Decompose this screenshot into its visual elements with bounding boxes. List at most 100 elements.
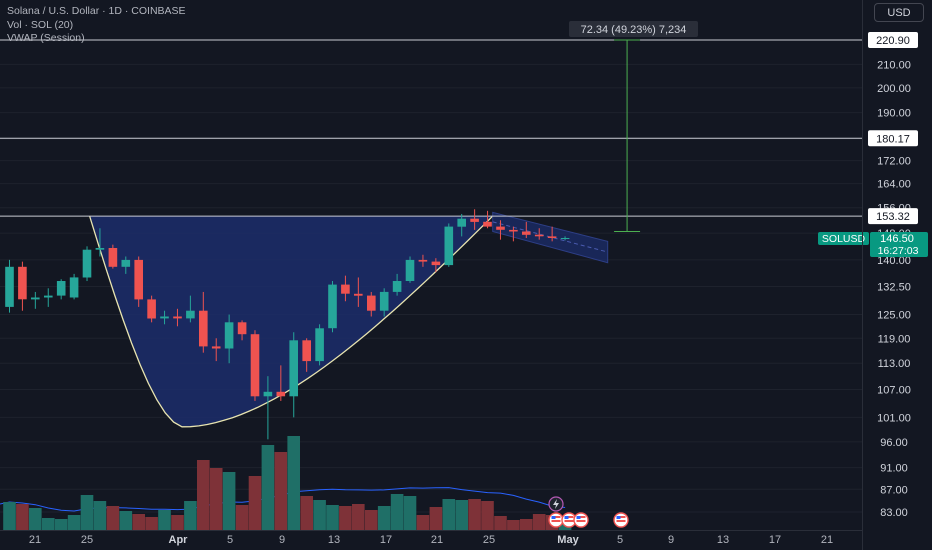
- candle[interactable]: [509, 226, 518, 242]
- price-axis[interactable]: 83.00 87.00 91.00 96.00 101.00 107.00 113.00 11…: [868, 32, 918, 519]
- volume-bar: [29, 508, 42, 530]
- candle-body: [483, 221, 492, 227]
- candle[interactable]: [199, 291, 208, 353]
- candle-body: [147, 299, 156, 319]
- candle[interactable]: [44, 288, 53, 307]
- time-tick-label: 13: [717, 534, 729, 546]
- candle-body: [405, 259, 415, 281]
- price-tick-label: 113.00: [878, 358, 911, 370]
- candle[interactable]: [418, 254, 428, 267]
- candle[interactable]: [224, 314, 234, 364]
- candle-body: [534, 234, 544, 237]
- time-tick-label: 13: [328, 534, 340, 546]
- candle[interactable]: [483, 210, 492, 229]
- candle[interactable]: [250, 330, 260, 401]
- volume-indicator-label[interactable]: Vol · SOL (20): [7, 19, 74, 31]
- candle[interactable]: [5, 259, 14, 313]
- volume-bar: [429, 507, 443, 530]
- candle-body: [82, 249, 92, 278]
- candle[interactable]: [82, 246, 92, 282]
- candle-body: [160, 316, 169, 319]
- candle[interactable]: [69, 273, 79, 300]
- candle[interactable]: [470, 209, 479, 230]
- candle[interactable]: [186, 295, 195, 323]
- price-tick-label: 125.00: [877, 310, 911, 322]
- candle-body: [95, 248, 105, 250]
- time-tick-label: 5: [617, 534, 623, 546]
- time-tick-label: 9: [668, 534, 674, 546]
- candle[interactable]: [405, 256, 415, 283]
- price-tick-label: 200.00: [877, 83, 911, 95]
- time-tick-label: 21: [821, 534, 833, 546]
- candle[interactable]: [289, 332, 298, 418]
- candle[interactable]: [367, 291, 376, 317]
- volume-bar: [287, 436, 300, 530]
- candle[interactable]: [18, 261, 27, 311]
- level-price-tag: 153.32: [868, 208, 918, 225]
- svg-text:180.17: 180.17: [876, 133, 910, 145]
- volume-bar: [326, 505, 339, 530]
- candle[interactable]: [134, 256, 143, 307]
- volume-bar: [416, 515, 430, 530]
- candle[interactable]: [95, 228, 105, 257]
- candle-body: [496, 226, 505, 230]
- candle[interactable]: [302, 338, 311, 372]
- candle[interactable]: [379, 288, 389, 317]
- price-tick-label: 210.00: [877, 59, 911, 71]
- us-flag-event-icon[interactable]: [573, 512, 589, 528]
- volume-bar: [365, 510, 378, 530]
- us-flag-event-icon[interactable]: [548, 512, 564, 528]
- candle[interactable]: [315, 324, 324, 366]
- svg-text:72.34 (49.23%) 7,234: 72.34 (49.23%) 7,234: [581, 24, 687, 36]
- us-flag-event-icon[interactable]: [613, 512, 629, 528]
- candle[interactable]: [31, 291, 40, 309]
- candle[interactable]: [560, 236, 570, 241]
- candle[interactable]: [496, 220, 505, 240]
- candle[interactable]: [328, 281, 337, 333]
- volume-bar: [42, 518, 55, 530]
- candle[interactable]: [522, 221, 531, 239]
- candle[interactable]: [108, 244, 118, 269]
- volume-bar: [106, 506, 120, 530]
- candle[interactable]: [121, 256, 131, 274]
- candle[interactable]: [237, 320, 247, 341]
- time-axis[interactable]: 21 25 Apr 5 9 13 17 21 25 May 5 9 13 17 21: [29, 534, 833, 546]
- volume-bar: [54, 519, 68, 530]
- volume-bar: [209, 468, 223, 530]
- candle-body: [354, 293, 363, 296]
- time-tick-label: 17: [769, 534, 781, 546]
- volume-bar: [468, 499, 481, 530]
- candle[interactable]: [534, 228, 544, 240]
- level-price-tag: 180.17: [868, 130, 918, 147]
- candle-body: [134, 259, 143, 300]
- price-tick-label: 83.00: [880, 507, 908, 519]
- candle[interactable]: [263, 376, 273, 440]
- currency-selector[interactable]: USD: [874, 3, 924, 22]
- volume-bar: [235, 505, 249, 530]
- candle[interactable]: [354, 277, 363, 307]
- candle[interactable]: [160, 310, 169, 325]
- candle[interactable]: [211, 338, 221, 362]
- time-tick-label: Apr: [169, 534, 189, 546]
- candle[interactable]: [341, 275, 350, 302]
- candle[interactable]: [444, 223, 454, 267]
- candle[interactable]: [431, 258, 441, 273]
- candle[interactable]: [56, 279, 66, 300]
- candle[interactable]: [147, 295, 156, 323]
- candle[interactable]: [457, 213, 466, 237]
- candle-body: [121, 259, 131, 267]
- event-markers[interactable]: [548, 496, 629, 528]
- lightning-event-icon[interactable]: [548, 496, 564, 512]
- candle-body: [392, 281, 402, 292]
- price-tick-label: 96.00: [880, 437, 908, 449]
- candle[interactable]: [276, 365, 286, 401]
- cup-pattern-fill[interactable]: [89, 216, 493, 427]
- volume-bar: [197, 460, 210, 530]
- vwap-indicator-label[interactable]: VWAP (Session): [7, 32, 85, 44]
- candle[interactable]: [392, 273, 402, 296]
- candle[interactable]: [547, 226, 557, 242]
- candle[interactable]: [173, 308, 182, 327]
- last-price-value: 146.50: [880, 233, 914, 245]
